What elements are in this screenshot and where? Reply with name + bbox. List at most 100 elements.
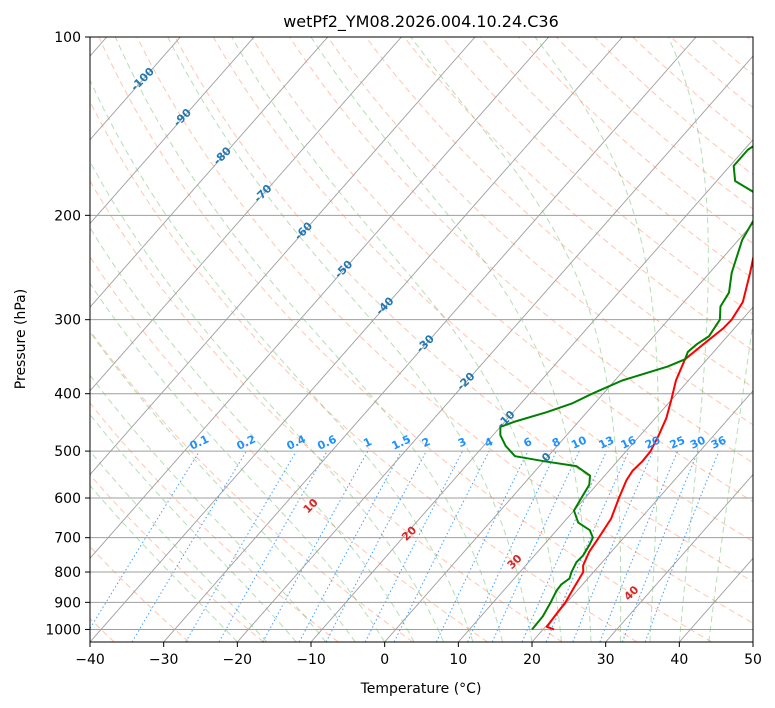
mixing-ratio-lines xyxy=(90,450,720,642)
mixing-ratio-line xyxy=(262,450,369,642)
y-tick-label: 100 xyxy=(54,30,81,46)
dry-adiabat-line xyxy=(174,37,753,583)
isotherm-line xyxy=(605,473,753,642)
x-tick-label: 50 xyxy=(744,652,762,668)
moist-adiabat-line xyxy=(90,374,327,642)
isotherm-line xyxy=(90,37,181,141)
moist-adiabat-line xyxy=(667,37,709,642)
moist-adiabat-line xyxy=(90,331,356,642)
y-tick-label: 400 xyxy=(54,387,81,403)
dry-adiabat-line xyxy=(90,329,414,642)
plot-frame xyxy=(89,36,754,643)
mixing-ratio-label: 13 xyxy=(597,434,616,452)
profile-series xyxy=(499,145,753,631)
isotherm-line xyxy=(384,222,753,642)
isotherm-line xyxy=(236,55,753,642)
mixing-ratio-line xyxy=(572,450,654,642)
x-axis-label: Temperature (°C) xyxy=(360,681,482,697)
dry-adiabat-line xyxy=(90,256,488,642)
dry-adiabat-line xyxy=(98,37,713,642)
x-tick-label: −10 xyxy=(296,652,326,668)
mixing-ratio-line xyxy=(218,450,328,642)
mixing-ratio-line xyxy=(90,450,200,630)
dry-adiabat-line xyxy=(136,37,753,624)
isotherm-line xyxy=(310,139,753,642)
x-tick-label: 10 xyxy=(449,652,467,668)
x-tick-label: −20 xyxy=(223,652,253,668)
mixing-ratio-line xyxy=(545,450,630,642)
moist-adiabat-line xyxy=(114,37,504,642)
isotherm-line xyxy=(90,37,255,225)
x-tick-label: 20 xyxy=(523,652,541,668)
dry-adiabat-line xyxy=(479,37,753,280)
y-tick-label: 200 xyxy=(54,208,81,224)
y-tick-label: 1000 xyxy=(45,622,81,638)
isotherm-line xyxy=(90,37,623,642)
dry-adiabat-line xyxy=(403,37,753,352)
x-tick-label: 30 xyxy=(597,652,615,668)
dewpoint-profile-line xyxy=(499,145,753,631)
moist-adiabat-line xyxy=(90,450,268,642)
mixing-ratio-label: 10 xyxy=(569,433,589,451)
y-tick-label: 900 xyxy=(54,595,81,611)
isotherm-line xyxy=(531,390,753,642)
dry-adiabat-line xyxy=(556,37,753,210)
isotherm-line xyxy=(163,37,697,642)
mixing-ratio-line xyxy=(393,450,490,642)
isotherm-line xyxy=(90,37,476,476)
y-tick-label: 800 xyxy=(54,565,81,581)
x-tick-label: 40 xyxy=(670,652,688,668)
moist-adiabat-line xyxy=(231,37,562,642)
x-axis-ticks: −40 −30 −20 −10 0 10 20 30 40 50 xyxy=(75,642,762,668)
y-tick-label: 300 xyxy=(54,313,81,329)
moist-adiabat-line xyxy=(534,37,659,642)
isotherms xyxy=(90,37,753,642)
mixing-ratio-line xyxy=(491,450,580,642)
mixing-ratio-label: 20 xyxy=(643,433,663,451)
mixing-ratio-label: 25 xyxy=(668,434,687,452)
moist-adiabat-line xyxy=(90,413,297,642)
isotherm-line xyxy=(457,306,753,642)
moist-adiabat-line xyxy=(167,37,533,642)
moist-adiabat-line xyxy=(310,37,592,642)
y-tick-label: 500 xyxy=(54,444,81,460)
mixing-ratio-label: 16 xyxy=(619,433,639,451)
moist-adiabat-line xyxy=(90,282,386,642)
moist-adiabat-line xyxy=(708,318,753,642)
dry-adiabat-line xyxy=(212,37,753,542)
dry-adiabat-line xyxy=(90,474,264,642)
moist-adiabat-line xyxy=(410,37,622,642)
isobars xyxy=(90,37,753,630)
dry-adiabat-line xyxy=(90,100,638,642)
moist-adiabat-line xyxy=(90,484,238,642)
y-tick-label: 700 xyxy=(54,531,81,547)
mixing-ratio-line xyxy=(185,450,297,642)
dry-adiabat-line xyxy=(327,37,753,426)
moist-adiabat-line xyxy=(90,79,474,642)
mixing-ratio-line xyxy=(467,450,557,642)
x-tick-label: −30 xyxy=(149,652,179,668)
mixing-ratio-label: 30 xyxy=(688,433,708,451)
mixing-ratio-line xyxy=(298,450,402,642)
dry-adiabats xyxy=(90,37,753,642)
y-axis-label: Pressure (hPa) xyxy=(13,289,29,389)
mixing-ratio-line xyxy=(131,450,247,642)
plot-area: -100-90-80-70-60-50-40-30-20-10010203040… xyxy=(90,37,753,642)
dry-adiabat-line xyxy=(594,37,753,176)
x-tick-label: 0 xyxy=(380,652,389,668)
dry-adiabat-line xyxy=(90,180,563,642)
mixing-ratio-line xyxy=(521,450,608,642)
isotherm-line xyxy=(90,37,550,559)
chart-title: wetPf2_YM08.2026.004.10.24.C36 xyxy=(283,12,559,32)
moist-adiabats xyxy=(90,37,753,642)
mixing-ratio-line xyxy=(435,450,529,642)
mixing-ratio-label: 36 xyxy=(709,433,729,451)
y-axis-ticks: 1000 900 800 700 600 500 400 300 200 100 xyxy=(45,30,90,638)
isotherm-line xyxy=(90,37,329,308)
dry-adiabat-line xyxy=(441,37,753,315)
moist-adiabat-line xyxy=(90,160,445,642)
dry-adiabat-line xyxy=(632,37,753,142)
y-tick-label: 600 xyxy=(54,491,81,507)
